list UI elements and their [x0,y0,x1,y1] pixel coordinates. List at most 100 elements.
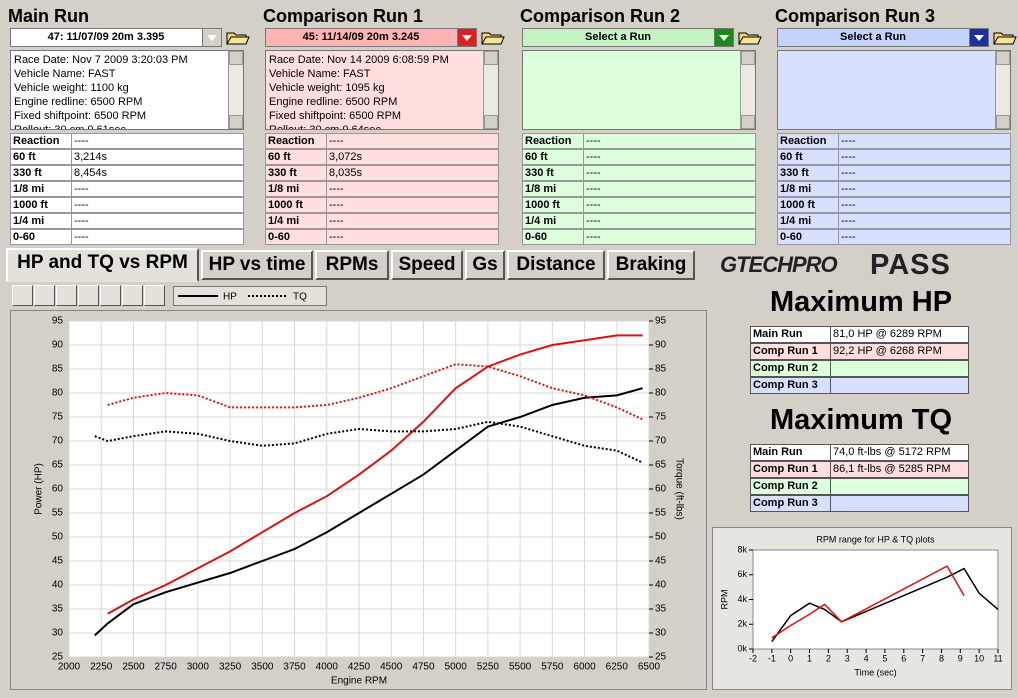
legend-label: TQ [293,292,307,303]
tool-button[interactable] [78,285,99,306]
run-selector[interactable]: Select a Run [522,28,734,47]
metric-label: Reaction [10,133,72,149]
scrollbar[interactable] [740,51,755,129]
y-tick-label: 35 [52,604,64,615]
max-label: Main Run [750,444,831,461]
dropdown-button[interactable] [202,29,221,46]
max-label: Comp Run 1 [750,343,831,360]
tab[interactable]: Gs [465,250,505,280]
y-tick-label: 8k [737,544,747,554]
scroll-up[interactable] [741,51,755,65]
y-tick-label: 95 [52,316,64,327]
tab[interactable]: Speed [391,250,463,280]
tool-button[interactable] [100,285,121,306]
scroll-up[interactable] [484,51,498,65]
metric-value: ---- [326,133,499,149]
metric-label: 1000 ft [265,197,327,213]
dropdown-button[interactable] [969,29,988,46]
y-axis-label: RPM [719,590,729,610]
max-value [830,360,969,377]
x-tick-label: 2750 [155,662,178,673]
tool-button[interactable] [122,285,143,306]
x-tick-label: 4500 [380,662,403,673]
run-selector[interactable]: Select a Run [777,28,989,47]
y2-tick-label: 70 [655,436,667,447]
data-line [771,565,965,639]
tab[interactable]: Distance [507,250,605,280]
info-line: Vehicle weight: 1100 kg [14,82,129,94]
metric-label: 330 ft [777,165,839,181]
x-tick-label: 3750 [283,662,306,673]
y-tick-label: 90 [52,340,64,351]
y-tick-label: 40 [52,580,64,591]
data-line [107,363,644,421]
y2-tick-label: 45 [655,556,667,567]
scroll-up[interactable] [996,51,1010,65]
metric-label: 60 ft [777,149,839,165]
y2-tick-label: 60 [655,484,667,495]
metric-value: ---- [583,197,756,213]
scroll-down[interactable] [484,115,498,129]
x-tick-label: 0 [788,653,793,663]
y-tick-label: 4k [737,594,747,604]
tool-button[interactable] [34,285,55,306]
metric-label: 60 ft [265,149,327,165]
tool-button[interactable] [56,285,77,306]
chart-title: RPM range for HP & TQ plots [816,534,935,544]
scroll-up[interactable] [229,51,243,65]
y2-tick-label: 50 [655,532,667,543]
scrollbar[interactable] [995,51,1010,129]
metric-value: 8,035s [326,165,499,181]
x-tick-label: 11 [993,653,1002,663]
x-tick-label: 3250 [219,662,242,673]
metric-label: Reaction [777,133,839,149]
metric-value: ---- [838,149,1011,165]
x-tick-label: 6500 [638,662,661,673]
run-selector[interactable]: 45: 11/14/09 20m 3.245 [265,28,477,47]
metric-value: ---- [71,197,244,213]
tab[interactable]: Braking [607,250,695,280]
selector-text: Select a Run [839,31,907,43]
tool-button[interactable] [144,285,165,306]
x-tick-label: 5 [882,653,887,663]
x-tick-label: 3000 [187,662,210,673]
scroll-down[interactable] [741,115,755,129]
metric-label: 1/4 mi [265,213,327,229]
x-tick-label: 2500 [122,662,145,673]
folder-flap [226,36,250,45]
metric-value: ---- [71,229,244,245]
run-title: Comparison Run 1 [263,6,424,26]
max-value [830,495,969,512]
tab[interactable]: HP vs time [201,250,313,280]
max-value: 92,2 HP @ 6268 RPM [830,343,969,360]
folder-icon [226,32,250,45]
scrollbar[interactable] [483,51,498,129]
scroll-down[interactable] [996,115,1010,129]
dropdown-button[interactable] [714,29,733,46]
brand-product: PASS [870,249,951,281]
x-tick-label: 10 [974,653,984,663]
x-tick-label: -1 [768,653,776,663]
y2-tick-label: 35 [655,604,667,615]
metric-label: Reaction [265,133,327,149]
max-label: Comp Run 3 [750,495,831,512]
tab[interactable]: HP and TQ vs RPM [6,248,199,282]
metric-value: ---- [583,149,756,165]
x-axis-label: Time (sec) [854,667,896,677]
y2-tick-label: 25 [655,652,667,663]
metric-label: 60 ft [10,149,72,165]
x-tick-label: 2 [826,653,831,663]
scrollbar[interactable] [228,51,243,129]
run-selector[interactable]: 47: 11/07/09 20m 3.395 [10,28,222,47]
scroll-down[interactable] [229,115,243,129]
run-title: Main Run [8,6,89,26]
tool-button[interactable] [12,285,33,306]
metric-label: 1/4 mi [10,213,72,229]
metric-label: 60 ft [522,149,584,165]
y-tick-label: 70 [52,436,64,447]
x-tick-label: 2250 [90,662,113,673]
dropdown-button[interactable] [457,29,476,46]
info-line: Fixed shiftpoint: 6500 RPM [269,110,402,122]
metric-value: ---- [71,213,244,229]
tab[interactable]: RPMs [315,250,389,280]
